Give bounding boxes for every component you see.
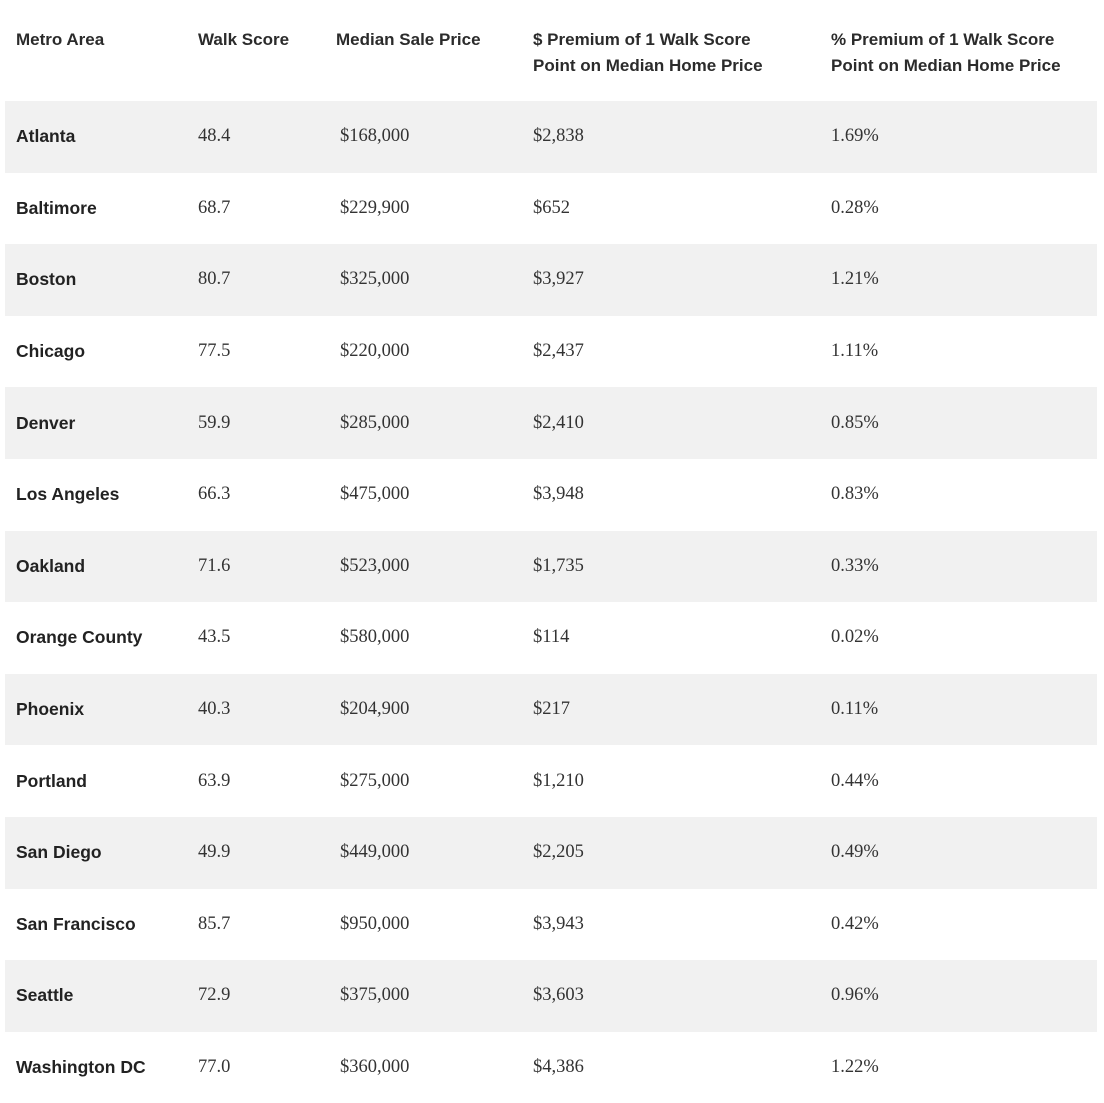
header-median-sale-price: Median Sale Price [336, 30, 481, 49]
metro-area-cell: San Francisco [16, 913, 136, 934]
table-row: Orange County 43.5 $580,000 $114 0.02% [5, 602, 1097, 674]
walk-score-cell: 40.3 [198, 699, 231, 720]
dollar-premium-cell: $1,735 [533, 555, 584, 576]
median-sale-price-cell: $220,000 [340, 341, 410, 362]
median-sale-price-cell: $580,000 [340, 627, 410, 648]
table-row: Boston 80.7 $325,000 $3,927 1.21% [5, 244, 1097, 316]
walk-score-cell: 48.4 [198, 126, 231, 147]
dollar-premium-cell: $217 [533, 699, 570, 720]
median-sale-price-cell: $360,000 [340, 1057, 410, 1078]
percent-premium-cell: 0.83% [831, 484, 879, 505]
header-dollar-premium: $ Premium of 1 Walk Score Point on Media… [533, 30, 763, 75]
metro-area-cell: Phoenix [16, 699, 85, 720]
median-sale-price-cell: $168,000 [340, 126, 410, 147]
walk-score-cell: 72.9 [198, 985, 231, 1006]
percent-premium-cell: 0.44% [831, 770, 879, 791]
percent-premium-cell: 0.85% [831, 412, 879, 433]
percent-premium-cell: 0.49% [831, 842, 879, 863]
dollar-premium-cell: $2,437 [533, 341, 584, 362]
percent-premium-cell: 0.96% [831, 985, 879, 1006]
header-metro-area: Metro Area [16, 30, 105, 49]
table-row: Oakland 71.6 $523,000 $1,735 0.33% [5, 530, 1097, 603]
walk-score-table: Metro Area Walk Score Median Sale Price … [5, 0, 1097, 1103]
metro-area-cell: Orange County [16, 627, 143, 648]
percent-premium-cell: 1.22% [831, 1057, 879, 1078]
percent-premium-cell: 0.11% [831, 699, 879, 720]
metro-area-cell: Los Angeles [16, 484, 120, 505]
dollar-premium-cell: $2,838 [533, 126, 584, 147]
metro-area-cell: Denver [16, 412, 76, 433]
walk-score-cell: 68.7 [198, 197, 231, 218]
table-row: Washington DC 77.0 $360,000 $4,386 1.22% [5, 1032, 1097, 1103]
percent-premium-cell: 1.21% [831, 269, 879, 290]
walk-score-cell: 71.6 [198, 555, 231, 576]
dollar-premium-cell: $2,205 [533, 842, 584, 863]
median-sale-price-cell: $375,000 [340, 985, 410, 1006]
metro-area-cell: Washington DC [16, 1057, 146, 1078]
median-sale-price-cell: $204,900 [340, 699, 410, 720]
percent-premium-cell: 0.28% [831, 197, 879, 218]
table-row: Chicago 77.5 $220,000 $2,437 1.11% [5, 316, 1097, 388]
walk-score-cell: 49.9 [198, 842, 231, 863]
median-sale-price-cell: $449,000 [340, 842, 410, 863]
median-sale-price-cell: $275,000 [340, 770, 410, 791]
percent-premium-cell: 0.42% [831, 913, 879, 934]
table-row: Atlanta 48.4 $168,000 $2,838 1.69% [5, 101, 1097, 173]
table-row: Denver 59.9 $285,000 $2,410 0.85% [5, 387, 1097, 459]
walk-score-cell: 59.9 [198, 412, 231, 433]
median-sale-price-cell: $950,000 [340, 913, 410, 934]
metro-area-cell: Portland [16, 770, 87, 791]
walk-score-cell: 77.5 [198, 341, 231, 362]
dollar-premium-cell: $4,386 [533, 1057, 584, 1078]
table-row: Portland 63.9 $275,000 $1,210 0.44% [5, 745, 1097, 817]
dollar-premium-cell: $3,603 [533, 985, 584, 1006]
dollar-premium-cell: $1,210 [533, 770, 584, 791]
table-row: Los Angeles 66.3 $475,000 $3,948 0.83% [5, 459, 1097, 531]
dollar-premium-cell: $3,927 [533, 269, 584, 290]
dollar-premium-cell: $3,943 [533, 913, 584, 934]
header-percent-premium: % Premium of 1 Walk Score Point on Media… [831, 30, 1061, 75]
percent-premium-cell: 0.33% [831, 555, 879, 576]
dollar-premium-cell: $114 [533, 627, 570, 648]
dollar-premium-cell: $3,948 [533, 484, 584, 505]
table-row: Seattle 72.9 $375,000 $3,603 0.96% [5, 960, 1097, 1032]
table-header-row: Metro Area Walk Score Median Sale Price … [5, 0, 1097, 101]
header-walk-score: Walk Score [198, 30, 290, 49]
dollar-premium-cell: $2,410 [533, 412, 584, 433]
metro-area-cell: San Diego [16, 842, 102, 863]
table-row: Phoenix 40.3 $204,900 $217 0.11% [5, 673, 1097, 746]
percent-premium-cell: 0.02% [831, 627, 879, 648]
dollar-premium-cell: $652 [533, 197, 570, 218]
metro-area-cell: Seattle [16, 985, 74, 1006]
table-row: San Diego 49.9 $449,000 $2,205 0.49% [5, 816, 1097, 889]
table-row: San Francisco 85.7 $950,000 $3,943 0.42% [5, 889, 1097, 961]
table-body: Atlanta 48.4 $168,000 $2,838 1.69% Baltimore 6… [5, 101, 1097, 1103]
metro-area-cell: Atlanta [16, 126, 76, 147]
walk-score-cell: 63.9 [198, 770, 231, 791]
metro-area-cell: Oakland [16, 555, 86, 576]
metro-area-cell: Baltimore [16, 197, 97, 218]
median-sale-price-cell: $523,000 [340, 555, 410, 576]
walk-score-cell: 85.7 [198, 913, 231, 934]
walk-score-cell: 77.0 [198, 1057, 231, 1078]
percent-premium-cell: 1.11% [831, 341, 879, 362]
metro-area-cell: Boston [16, 269, 77, 290]
walk-score-cell: 66.3 [198, 484, 231, 505]
median-sale-price-cell: $285,000 [340, 412, 410, 433]
median-sale-price-cell: $229,900 [340, 197, 410, 218]
walk-score-cell: 80.7 [198, 269, 231, 290]
table-row: Baltimore 68.7 $229,900 $652 0.28% [5, 173, 1097, 245]
median-sale-price-cell: $325,000 [340, 269, 410, 290]
percent-premium-cell: 1.69% [831, 126, 879, 147]
median-sale-price-cell: $475,000 [340, 484, 410, 505]
metro-area-cell: Chicago [16, 341, 86, 362]
walk-score-cell: 43.5 [198, 627, 231, 648]
